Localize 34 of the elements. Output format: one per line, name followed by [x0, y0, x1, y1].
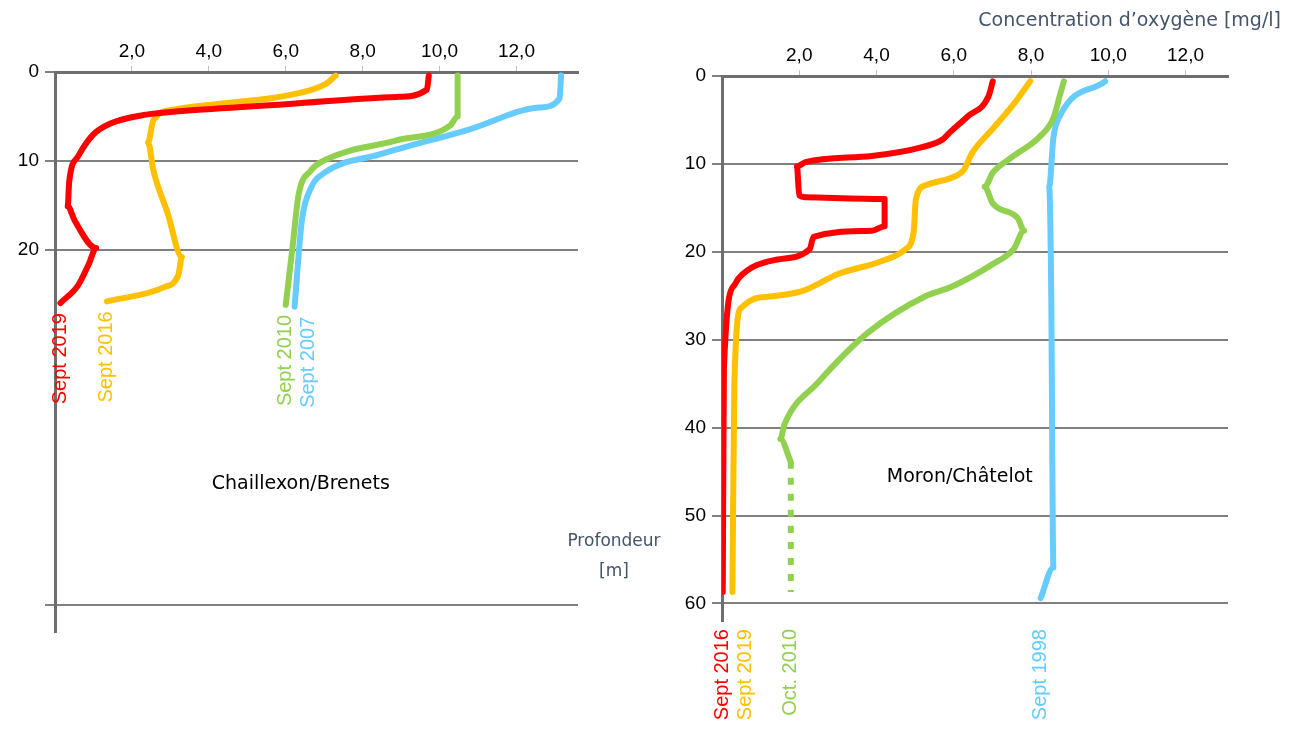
y-tick-label: 20: [17, 238, 39, 260]
text: Sept 2016: [710, 629, 733, 721]
y-tick-label: 30: [684, 327, 706, 349]
text: Sept 1998: [1028, 629, 1051, 721]
y-axis-title: Profondeur [m]: [566, 529, 662, 582]
x-tick-label: 10,0: [421, 39, 459, 61]
y-tick-label: 40: [684, 415, 706, 437]
y-tick-label: 0: [28, 60, 39, 82]
x-tick-label: 8,0: [1017, 43, 1045, 65]
text: Sept 2010: [273, 314, 296, 407]
y-tick-label: 60: [684, 591, 706, 613]
y-tick-label: 10: [17, 149, 39, 171]
x-axis-title: Concentration d’oxygène [mg/l]: [978, 8, 1281, 30]
x-tick-label: 12,0: [497, 39, 535, 61]
x-tick-label: 12,0: [1167, 43, 1204, 65]
text: Sept 2016: [94, 311, 117, 403]
x-tick-label: 2,0: [118, 39, 146, 61]
x-tick-label: 4,0: [863, 43, 890, 65]
annotation: Chaillexon/Brenets: [211, 470, 390, 493]
y-tick-label: 50: [684, 503, 706, 525]
x-tick-label: 8,0: [349, 39, 376, 61]
y-tick-label: 20: [684, 240, 706, 262]
y-tick-label: 0: [695, 64, 706, 86]
x-tick-label: 6,0: [940, 43, 967, 65]
text: Sept 2007: [296, 316, 319, 408]
x-tick-label: 4,0: [195, 39, 223, 61]
x-tick-label: 10,0: [1089, 43, 1127, 65]
text: Oct. 2010: [778, 629, 801, 716]
y-tick-label: 10: [684, 152, 706, 174]
text: Sept 2019: [733, 629, 756, 721]
annotation: Moron/Châtelot: [886, 463, 1033, 486]
x-tick-label: 2,0: [786, 43, 813, 65]
text: Sept 2019: [47, 313, 70, 405]
x-tick-label: 6,0: [272, 39, 299, 61]
